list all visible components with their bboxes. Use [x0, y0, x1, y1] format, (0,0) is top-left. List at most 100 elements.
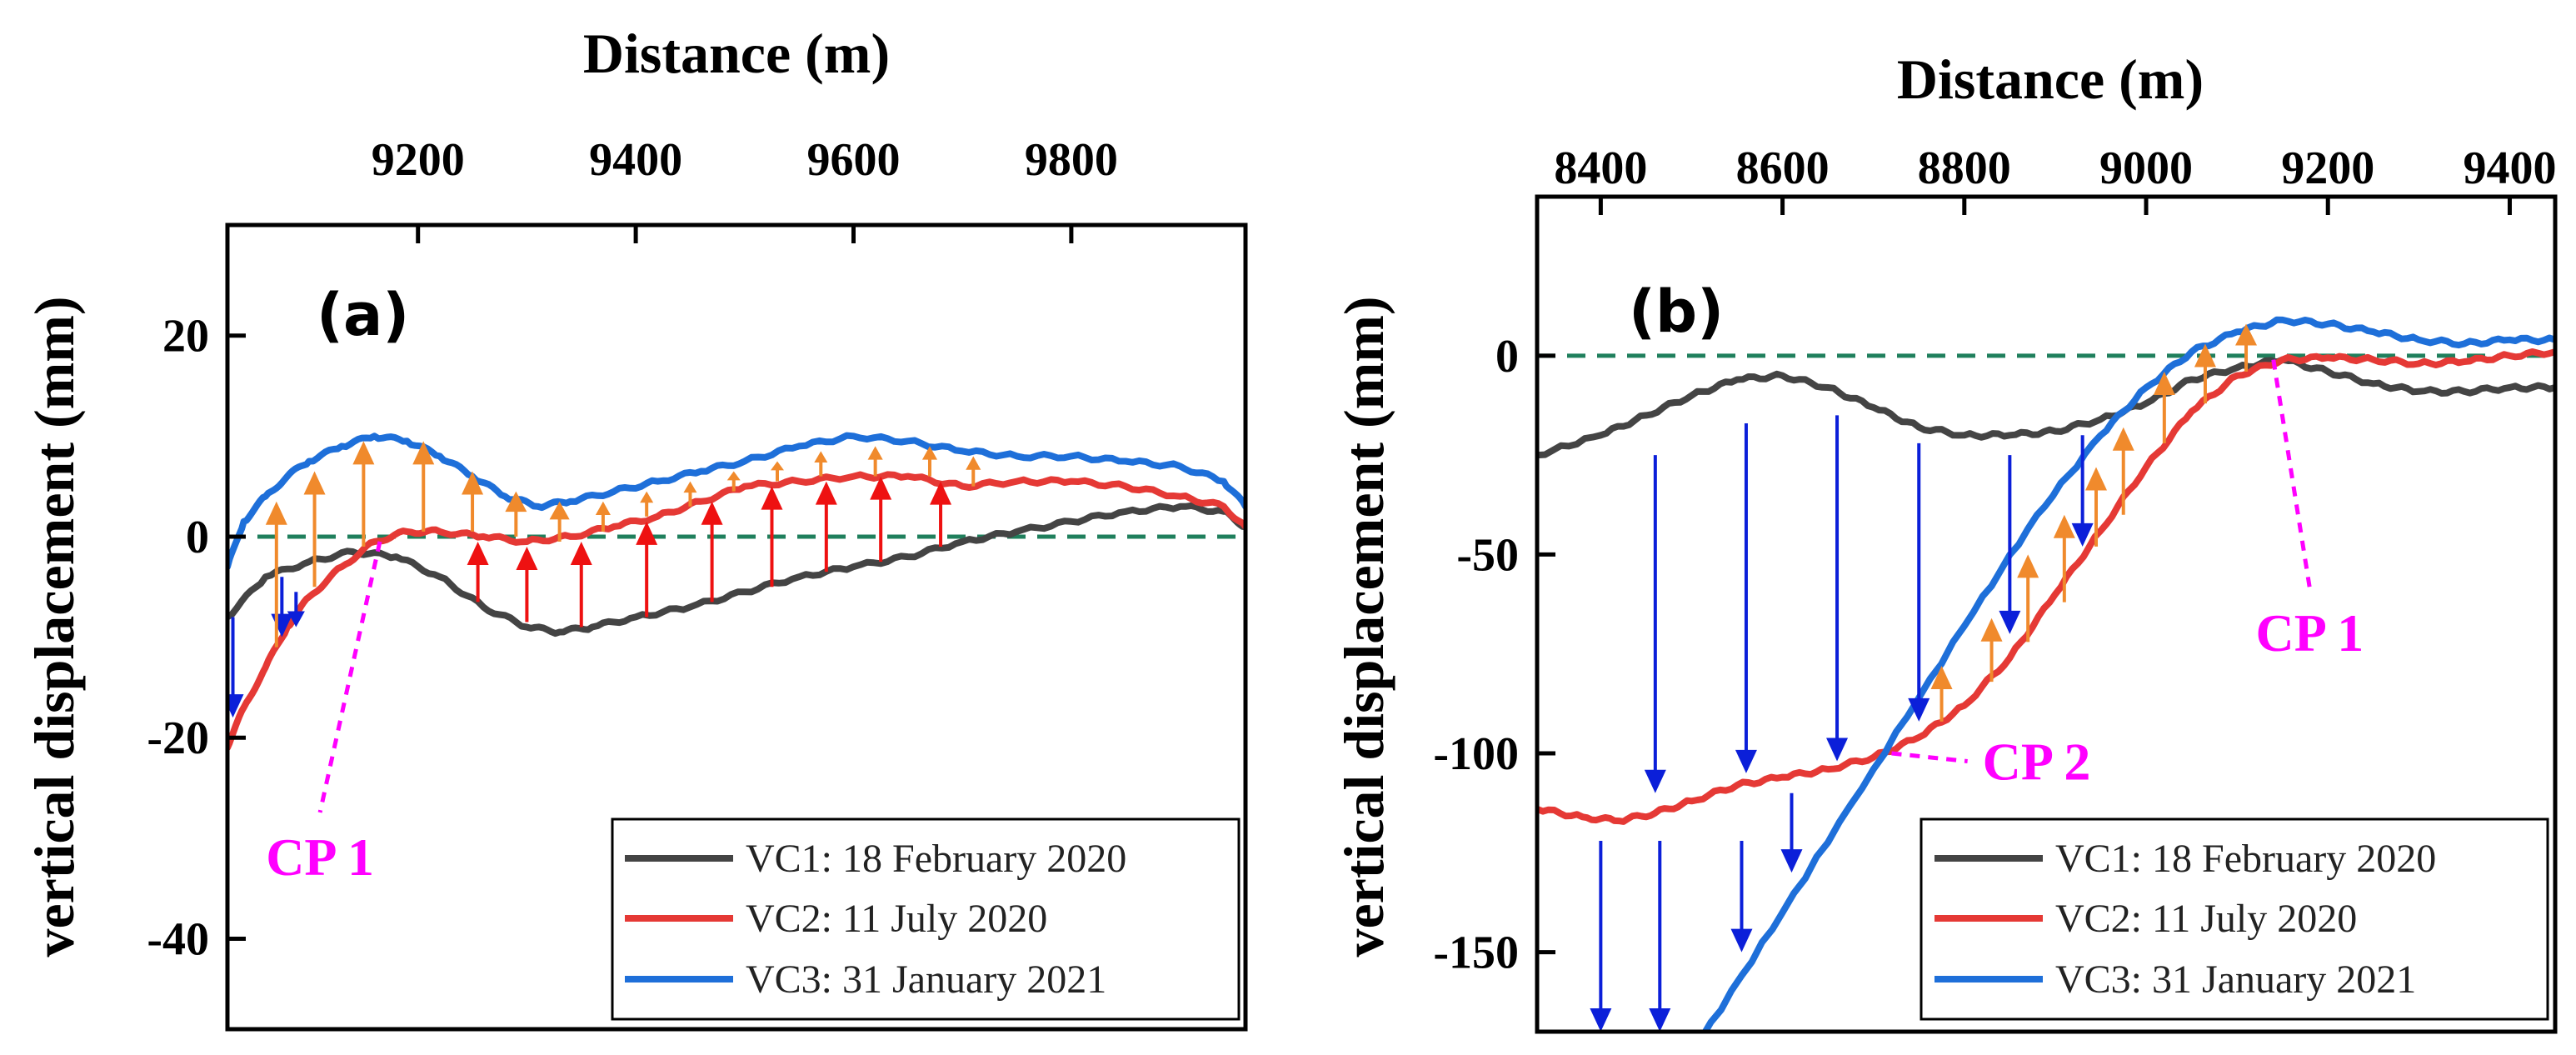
y-tick-labels-a: 20 0 -20 -40 [147, 311, 209, 966]
displacement-arrow [1999, 455, 2021, 634]
displacement-arrow [1730, 840, 1753, 952]
y-tick-label: -50 [1456, 529, 1519, 581]
cp-leaders-a [317, 541, 382, 813]
cp-leader-line [2271, 359, 2312, 589]
displacement-arrow [2194, 343, 2216, 404]
displacement-arrow [352, 441, 375, 547]
displacement-arrow [636, 521, 658, 618]
plot-frame-a [225, 222, 1248, 1032]
displacement-arrow [1980, 618, 2003, 682]
chart-panel-a: Distance (m) 9200 9400 9600 9800 200-20-40 … [22, 22, 1248, 1032]
series-line-2 [227, 471, 1246, 752]
x-axis-title-b: Distance (m) [1897, 48, 2204, 111]
series-line-1 [1537, 356, 2555, 459]
displacement-arrow [726, 471, 741, 492]
series-lines-a [227, 432, 1246, 752]
tick-marks-a [227, 225, 1074, 941]
displacement-arrow [701, 501, 723, 602]
displacement-arrow [287, 592, 305, 628]
displacement-arrow [2153, 371, 2175, 443]
y-tick-label: 20 [162, 311, 209, 362]
displacement-arrow [640, 491, 654, 517]
y-axis-title-b: vertical displacement (mm) [1332, 296, 1395, 957]
x-tick-label: 9200 [2281, 142, 2374, 194]
displacement-arrow [462, 471, 484, 532]
displacement-arrow [1826, 415, 1849, 762]
x-tick-label: 8400 [1554, 142, 1647, 194]
displacement-arrow [683, 481, 697, 507]
y-tick-label: 0 [186, 512, 209, 563]
cp-leader-line [317, 541, 382, 813]
panel-label-a: (a) [317, 281, 409, 349]
displacement-arrow [2071, 435, 2094, 547]
displacement-arrows-a [227, 441, 981, 718]
displacement-arrow [814, 451, 828, 477]
x-tick-label: 9400 [589, 134, 682, 186]
x-tick-labels-a: 9200 9400 9600 9800 [372, 134, 1118, 186]
y-tick-labels-b: 0 -50 -100 -150 [1433, 331, 1519, 979]
legend-label-vc3-b: VC3: 31 January 2021 [2055, 958, 2416, 1002]
displacement-arrow [505, 491, 527, 537]
plot-frame-b [1535, 194, 2558, 1034]
legend-label-vc1-a: VC1: 18 February 2020 [746, 837, 1126, 881]
series-line-3 [227, 432, 1246, 571]
displacement-arrow [771, 461, 785, 482]
displacement-arrow [467, 541, 489, 602]
chart-panel-b: Distance (m) 8400 8600 8800 9000 9200 9400 0 -… [1332, 48, 2558, 1034]
displacement-arrow [595, 501, 611, 532]
y-tick-label: -20 [147, 712, 209, 764]
series-line-2 [1537, 348, 2555, 825]
displacement-arrow [870, 476, 892, 562]
cp-leader-line [1891, 751, 1968, 764]
displacement-arrow [516, 547, 538, 622]
legend-label-vc3-a: VC3: 31 January 2021 [746, 958, 1106, 1002]
displacement-arrow [265, 501, 287, 648]
tick-marks-b [1537, 197, 2512, 955]
y-tick-label: -40 [147, 913, 209, 965]
displacement-arrow [867, 446, 883, 477]
displacement-arrow [303, 471, 326, 588]
displacement-arrow [2017, 554, 2039, 642]
x-tick-label: 9000 [2099, 142, 2193, 194]
x-tick-labels-b: 8400 8600 8800 9000 9200 9400 [1554, 142, 2556, 194]
x-tick-label: 9600 [806, 134, 900, 186]
legend-label-vc2-b: VC2: 11 July 2020 [2055, 897, 2357, 941]
x-tick-label: 8600 [1736, 142, 1830, 194]
x-tick-label: 9400 [2463, 142, 2556, 194]
x-tick-label: 8800 [1918, 142, 2011, 194]
displacement-arrow [227, 617, 244, 718]
displacement-arrow [1644, 455, 1666, 793]
x-tick-label: 9800 [1025, 134, 1118, 186]
displacement-arrow [412, 441, 435, 532]
x-tick-label: 9200 [372, 134, 465, 186]
displacement-arrow [1930, 666, 1953, 722]
panel-label-b: (b) [1629, 278, 1724, 346]
series-line-1 [227, 502, 1246, 638]
cp-leaders-b [1891, 359, 2312, 764]
x-axis-title-a: Distance (m) [583, 22, 890, 85]
displacement-arrows-b [1590, 323, 2258, 1032]
y-tick-label: -150 [1433, 928, 1519, 979]
displacement-arrow [966, 456, 981, 487]
displacement-arrow [761, 486, 783, 588]
legend-a: VC1: 18 February 2020 VC2: 11 July 2020 … [611, 818, 1241, 1021]
y-axis-title-a: vertical displacement (mm) [22, 296, 86, 957]
displacement-arrow [921, 446, 938, 477]
legend-label-vc1-b: VC1: 18 February 2020 [2055, 837, 2436, 881]
displacement-arrow [815, 481, 837, 572]
displacement-arrow [2112, 427, 2134, 515]
cp1-label-b: CP 1 [2256, 603, 2364, 662]
displacement-arrow [2235, 323, 2258, 372]
displacement-arrow [930, 481, 952, 547]
displacement-arrow [570, 541, 592, 628]
y-tick-label: -100 [1433, 728, 1519, 780]
displacement-arrow [1649, 840, 1671, 1032]
legend-b: VC1: 18 February 2020 VC2: 11 July 2020 … [1920, 818, 2549, 1021]
legend-label-vc2-a: VC2: 11 July 2020 [746, 897, 1047, 941]
displacement-arrow [2053, 514, 2075, 602]
cp1-label-a: CP 1 [266, 828, 374, 887]
displacement-arrow [1780, 792, 1803, 873]
y-tick-label: 0 [1495, 331, 1519, 382]
displacement-arrow [1590, 840, 1612, 1032]
